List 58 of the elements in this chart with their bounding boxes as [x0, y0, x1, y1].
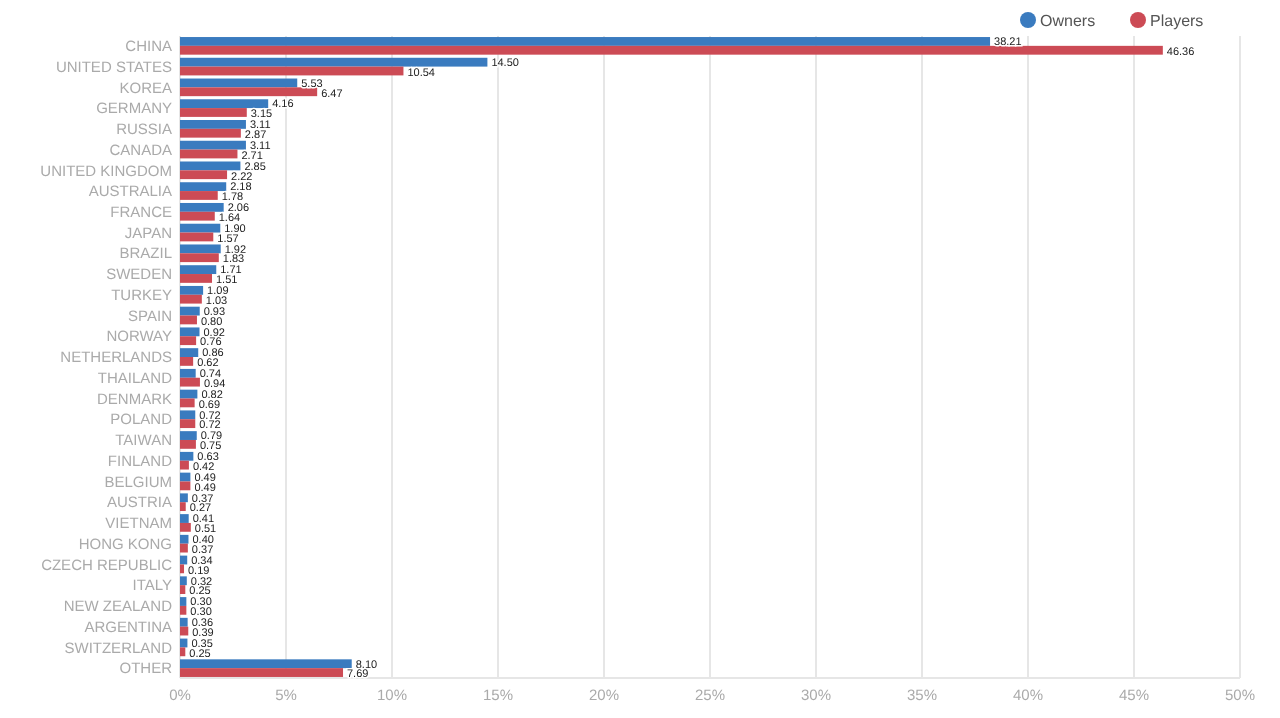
- bar: [180, 244, 221, 254]
- bar: [180, 37, 991, 46]
- bar: [180, 514, 189, 523]
- bar: [180, 66, 404, 76]
- bar: [180, 377, 200, 387]
- bar: [180, 211, 215, 221]
- bar: [180, 534, 189, 544]
- bar: [180, 108, 247, 117]
- bar: [180, 585, 186, 594]
- bar: [180, 120, 246, 129]
- bar: [180, 223, 221, 233]
- bar: [180, 274, 213, 283]
- bar: [180, 140, 246, 150]
- bar: [180, 149, 238, 159]
- bar: [180, 45, 1163, 55]
- bar: [180, 493, 188, 503]
- bar: [180, 431, 197, 440]
- bar: [180, 170, 228, 180]
- bar: [180, 57, 488, 67]
- bar: [180, 659, 352, 669]
- bar: [180, 294, 202, 304]
- bar: [180, 647, 186, 657]
- bar: [180, 87, 318, 97]
- bar: [180, 398, 195, 408]
- bar: [180, 99, 269, 109]
- bar: [180, 502, 186, 512]
- bar: [180, 522, 191, 532]
- bar: [180, 253, 219, 263]
- bar: [180, 451, 194, 461]
- bar: [180, 161, 241, 171]
- bar: [180, 285, 204, 295]
- bar: [180, 78, 298, 88]
- bar: [180, 128, 241, 138]
- bar: [180, 481, 191, 491]
- bar: [180, 265, 217, 275]
- bar: [180, 460, 189, 470]
- bar: [180, 357, 194, 366]
- bar: [180, 543, 188, 553]
- bar: [180, 419, 196, 429]
- bar: [180, 597, 187, 606]
- bar: [180, 202, 224, 212]
- legend-label: Players: [1150, 12, 1204, 30]
- bar: [180, 576, 187, 586]
- bar: [180, 182, 227, 192]
- bar: [180, 327, 200, 337]
- bar: [180, 368, 196, 378]
- bar: [180, 306, 200, 316]
- bar: [180, 315, 197, 325]
- bar: [180, 191, 218, 200]
- legend-label: Owners: [1040, 12, 1096, 30]
- bar: [180, 336, 197, 346]
- bar: [180, 668, 344, 677]
- bar: [180, 439, 196, 449]
- bar: [180, 348, 199, 357]
- bar: [180, 232, 214, 242]
- bar: [180, 617, 188, 627]
- bar: [180, 605, 187, 615]
- bar: [180, 410, 196, 420]
